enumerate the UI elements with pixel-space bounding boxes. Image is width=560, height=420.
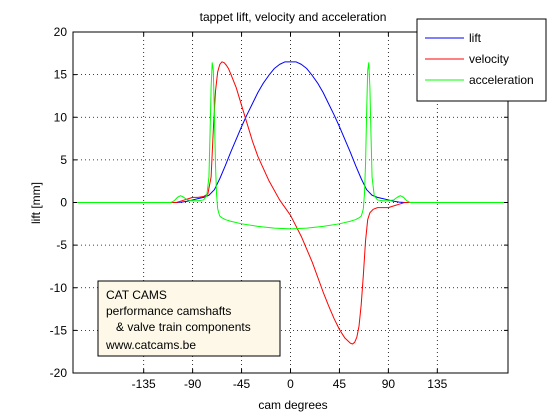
y-tick-label: -5 <box>56 238 67 252</box>
legend-label-velocity: velocity <box>469 52 509 66</box>
x-tick-label: 45 <box>333 377 347 391</box>
y-tick-label: 10 <box>54 110 68 124</box>
series-line-lift <box>73 61 508 203</box>
series-group <box>73 61 508 345</box>
x-tick-label: 0 <box>287 377 294 391</box>
y-tick-label: -10 <box>50 281 68 295</box>
y-tick-label: -20 <box>50 366 68 380</box>
ticks: -135 -90 -45 0 45 90 135 -20 -15 -10 -5 0 5 10 15 20 <box>50 25 508 391</box>
annotation-line-tagline: performance camshafts <box>106 304 231 318</box>
y-tick-label: 20 <box>54 25 68 39</box>
annotation-box: CAT CAMS performance camshafts & valve t… <box>97 280 281 357</box>
y-tick-label: 15 <box>54 68 68 82</box>
legend-label-acceleration: acceleration <box>469 73 534 87</box>
x-tick-label: -135 <box>132 377 156 391</box>
legend-box <box>416 18 547 102</box>
x-tick-label: -45 <box>233 377 251 391</box>
series-line-velocity <box>73 61 508 345</box>
x-tick-label: 135 <box>427 377 447 391</box>
annotation-line-company: CAT CAMS <box>106 288 167 302</box>
x-tick-label: -90 <box>184 377 202 391</box>
chart-title: tappet lift, velocity and acceleration <box>200 10 387 24</box>
annotation-background <box>97 280 281 357</box>
series-line-acceleration <box>73 62 508 230</box>
x-axis-label: cam degrees <box>258 398 327 412</box>
legend-label-lift: lift <box>469 31 482 45</box>
y-tick-label: -15 <box>50 323 68 337</box>
y-axis-label: lift [mm] <box>29 182 43 224</box>
annotation-line-website: www.catcams.be <box>105 338 196 352</box>
y-tick-label: 0 <box>60 196 67 210</box>
annotation-line-components: & valve train components <box>106 320 251 334</box>
legend: lift velocity acceleration <box>416 18 547 102</box>
x-tick-label: 90 <box>382 377 396 391</box>
y-tick-label: 5 <box>60 153 67 167</box>
